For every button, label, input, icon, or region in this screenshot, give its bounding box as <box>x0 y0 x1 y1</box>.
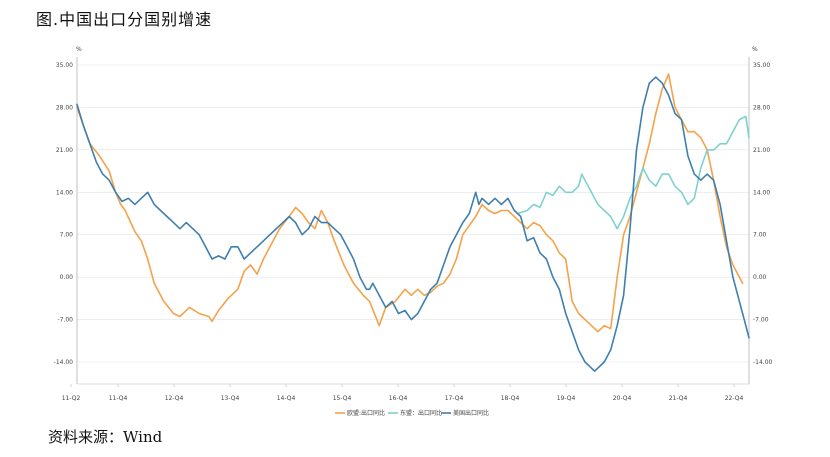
y-tick-label-left: 7.00 <box>60 232 74 239</box>
x-tick-label: 21-Q4 <box>669 395 688 402</box>
y-tick-label-left: 28.00 <box>56 104 73 111</box>
left-unit-label: % <box>76 46 82 53</box>
x-tick-label: 18-Q4 <box>501 395 520 402</box>
x-tick-label: 12-Q4 <box>165 395 184 402</box>
series-line <box>76 73 744 333</box>
series-line <box>76 76 750 372</box>
y-tick-label-right: 28.00 <box>753 104 770 111</box>
legend: 欧盟:出口同比 东盟：出口同比 美国出口同比 <box>335 409 489 417</box>
y-tick-label-right: 0.00 <box>753 274 767 281</box>
y-tick-label-right: 35.00 <box>753 62 770 69</box>
y-tick-label-left: -14.00 <box>54 359 74 366</box>
y-tick-label-left: 21.00 <box>56 147 73 154</box>
y-tick-label-right: 14.00 <box>753 189 770 196</box>
x-tick-label: 14-Q4 <box>277 395 296 402</box>
y-tick-label-left: 14.00 <box>56 189 73 196</box>
y-tick-label-left: 0.00 <box>60 274 74 281</box>
legend-label: 欧盟:出口同比 <box>347 409 385 417</box>
x-tick-label: 11-Q4 <box>109 395 128 402</box>
y-tick-label-right: 7.00 <box>753 232 767 239</box>
x-tick-label: 15-Q4 <box>333 395 352 402</box>
axes <box>76 57 750 385</box>
right-unit-label: % <box>752 46 758 53</box>
series-line <box>516 115 750 230</box>
x-tick-label: 16-Q4 <box>389 395 408 402</box>
y-tick-label-left: 35.00 <box>56 62 73 69</box>
source-note: 资料来源：Wind <box>48 428 163 446</box>
x-tick-label: 20-Q4 <box>613 395 632 402</box>
y-ticks-left: 35.00 28.00 21.00 14.00 7.00 0.00 -7.00 -14.00 <box>54 62 74 366</box>
y-ticks-right: 35.00 28.00 21.00 14.00 7.00 0.00 -7.00 -14.00 <box>753 62 773 366</box>
legend-label: 东盟：出口同比 <box>400 409 442 417</box>
chart-title: 图.中国出口分国别增速 <box>36 10 213 29</box>
legend-label: 美国出口同比 <box>453 409 489 417</box>
x-tick-label: 17-Q4 <box>445 395 464 402</box>
y-tick-label-right: -14.00 <box>753 359 773 366</box>
y-tick-label-left: -7.00 <box>57 317 73 324</box>
series-lines <box>76 73 750 372</box>
x-tick-label: 22-Q4 <box>725 395 744 402</box>
x-ticks: 11-Q2 11-Q4 12-Q4 13-Q4 14-Q4 15-Q4 16-Q4 17-Q4… <box>62 384 744 402</box>
y-tick-label-right: -7.00 <box>753 317 769 324</box>
x-tick-label: 11-Q2 <box>62 395 81 402</box>
x-tick-label: 19-Q4 <box>557 395 576 402</box>
y-tick-label-right: 21.00 <box>753 147 770 154</box>
x-tick-label: 13-Q4 <box>221 395 240 402</box>
